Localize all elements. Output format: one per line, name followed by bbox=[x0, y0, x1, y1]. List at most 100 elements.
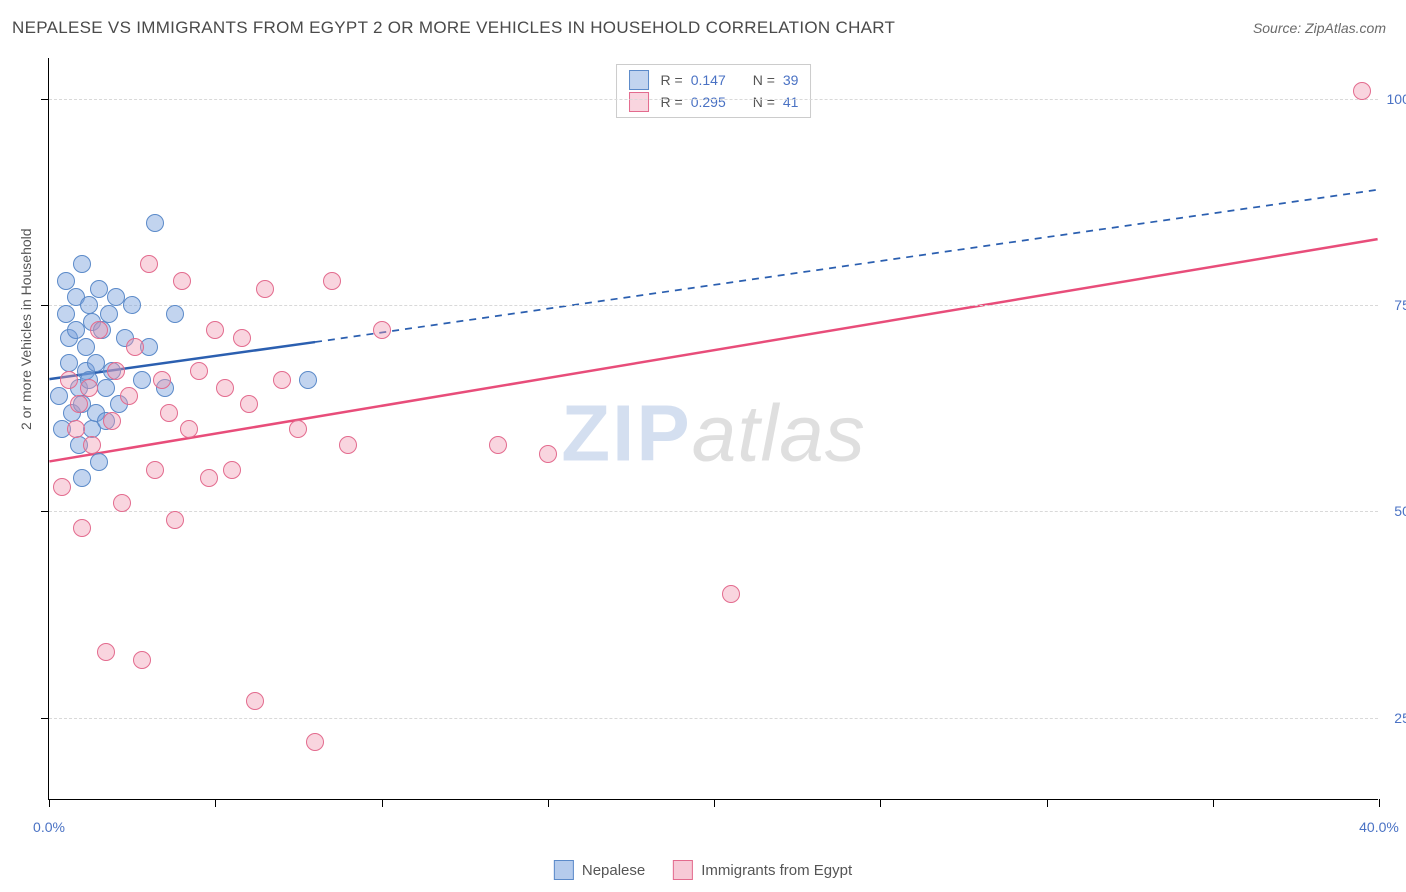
trend-line bbox=[315, 190, 1378, 342]
legend-item: Nepalese bbox=[554, 860, 645, 880]
data-point bbox=[70, 395, 88, 413]
legend-label: Nepalese bbox=[582, 862, 645, 879]
data-point bbox=[180, 420, 198, 438]
source-prefix: Source: bbox=[1253, 20, 1305, 36]
data-point bbox=[133, 651, 151, 669]
data-point bbox=[60, 354, 78, 372]
legend-swatch bbox=[554, 860, 574, 880]
y-tick bbox=[41, 305, 49, 306]
x-tick bbox=[215, 799, 216, 807]
y-axis-label: 100.0% bbox=[1387, 91, 1406, 107]
trend-line bbox=[49, 239, 1377, 461]
watermark-atlas: atlas bbox=[692, 388, 866, 477]
x-tick bbox=[880, 799, 881, 807]
data-point bbox=[323, 272, 341, 290]
data-point bbox=[1353, 82, 1371, 100]
trend-lines-layer bbox=[49, 58, 1378, 799]
data-point bbox=[166, 511, 184, 529]
data-point bbox=[60, 371, 78, 389]
legend-swatch bbox=[629, 70, 649, 90]
data-point bbox=[146, 214, 164, 232]
data-point bbox=[73, 255, 91, 273]
x-tick bbox=[1213, 799, 1214, 807]
y-axis-label: 75.0% bbox=[1394, 297, 1406, 313]
data-point bbox=[190, 362, 208, 380]
n-value: 41 bbox=[783, 94, 799, 110]
data-point bbox=[97, 643, 115, 661]
data-point bbox=[80, 379, 98, 397]
gridline bbox=[49, 99, 1378, 100]
data-point bbox=[87, 354, 105, 372]
data-point bbox=[240, 395, 258, 413]
data-point bbox=[273, 371, 291, 389]
x-axis-label: 40.0% bbox=[1359, 819, 1399, 835]
x-tick bbox=[714, 799, 715, 807]
source-attribution: Source: ZipAtlas.com bbox=[1253, 20, 1386, 36]
data-point bbox=[306, 733, 324, 751]
data-point bbox=[223, 461, 241, 479]
y-tick bbox=[41, 99, 49, 100]
data-point bbox=[140, 255, 158, 273]
data-point bbox=[233, 329, 251, 347]
data-point bbox=[166, 305, 184, 323]
legend-label: Immigrants from Egypt bbox=[701, 862, 852, 879]
data-point bbox=[146, 461, 164, 479]
data-point bbox=[83, 436, 101, 454]
data-point bbox=[133, 371, 151, 389]
data-point bbox=[73, 519, 91, 537]
r-label: R = bbox=[661, 72, 683, 88]
data-point bbox=[107, 288, 125, 306]
data-point bbox=[73, 469, 91, 487]
legend-row: R =0.295N =41 bbox=[629, 91, 799, 113]
data-point bbox=[173, 272, 191, 290]
data-point bbox=[80, 296, 98, 314]
gridline bbox=[49, 511, 1378, 512]
x-axis-label: 0.0% bbox=[33, 819, 65, 835]
y-axis-label: 25.0% bbox=[1394, 710, 1406, 726]
data-point bbox=[373, 321, 391, 339]
data-point bbox=[722, 585, 740, 603]
n-value: 39 bbox=[783, 72, 799, 88]
data-point bbox=[489, 436, 507, 454]
data-point bbox=[67, 420, 85, 438]
data-point bbox=[100, 305, 118, 323]
chart-title: NEPALESE VS IMMIGRANTS FROM EGYPT 2 OR M… bbox=[12, 18, 895, 38]
data-point bbox=[126, 338, 144, 356]
data-point bbox=[77, 338, 95, 356]
x-tick bbox=[382, 799, 383, 807]
data-point bbox=[256, 280, 274, 298]
data-point bbox=[206, 321, 224, 339]
x-tick bbox=[1047, 799, 1048, 807]
y-axis-label: 50.0% bbox=[1394, 503, 1406, 519]
data-point bbox=[200, 469, 218, 487]
data-point bbox=[216, 379, 234, 397]
legend-swatch bbox=[629, 92, 649, 112]
data-point bbox=[90, 280, 108, 298]
data-point bbox=[153, 371, 171, 389]
data-point bbox=[103, 412, 121, 430]
data-point bbox=[90, 321, 108, 339]
legend-swatch bbox=[673, 860, 693, 880]
legend-row: R = 0.147 N = 39 bbox=[629, 69, 799, 91]
correlation-legend: R =0.147N =39R =0.295N =41 bbox=[616, 64, 812, 118]
x-tick bbox=[548, 799, 549, 807]
y-tick bbox=[41, 718, 49, 719]
series-legend: Nepalese Immigrants from Egypt bbox=[554, 860, 852, 880]
data-point bbox=[289, 420, 307, 438]
y-axis-title: 2 or more Vehicles in Household bbox=[18, 228, 34, 430]
data-point bbox=[53, 478, 71, 496]
data-point bbox=[97, 379, 115, 397]
watermark-zip: ZIP bbox=[561, 388, 691, 477]
data-point bbox=[57, 305, 75, 323]
y-tick bbox=[41, 511, 49, 512]
r-value: 0.147 bbox=[691, 72, 739, 88]
plot-area: ZIPatlas R =0.147N =39R =0.295N =41 25.0… bbox=[48, 58, 1378, 800]
r-label: R = bbox=[661, 94, 683, 110]
n-label: N = bbox=[753, 72, 775, 88]
n-label: N = bbox=[753, 94, 775, 110]
x-tick bbox=[49, 799, 50, 807]
data-point bbox=[107, 362, 125, 380]
legend-item: Immigrants from Egypt bbox=[673, 860, 852, 880]
data-point bbox=[339, 436, 357, 454]
data-point bbox=[50, 387, 68, 405]
